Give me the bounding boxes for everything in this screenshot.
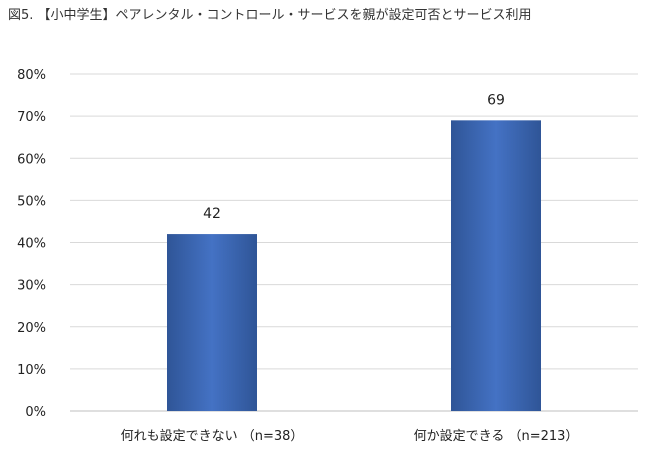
- gridlines: [70, 73, 638, 412]
- y-tick-label: 60%: [17, 152, 46, 167]
- y-tick-label: 20%: [17, 321, 46, 336]
- y-tick-label: 10%: [17, 363, 46, 378]
- x-tick-label: 何か設定できる （n=213）: [414, 428, 579, 444]
- y-tick-label: 70%: [17, 110, 46, 125]
- y-tick-label: 0%: [25, 405, 46, 420]
- chart-title: 図5. 【小中学生】ペアレンタル・コントロール・サービスを親が設定可否とサービス…: [8, 8, 532, 23]
- x-axis-tick-labels: 何れも設定できない （n=38） 何か設定できる （n=213）: [121, 428, 579, 444]
- data-labels: 42 69: [203, 92, 505, 222]
- bars: [167, 120, 541, 412]
- y-tick-label: 40%: [17, 237, 46, 252]
- data-label: 69: [487, 92, 505, 108]
- bar: [167, 234, 257, 411]
- y-axis-tick-labels: 0% 10% 20% 30% 40% 50% 60% 70% 80%: [17, 68, 46, 420]
- y-tick-label: 30%: [17, 279, 46, 294]
- bar: [451, 120, 541, 412]
- y-tick-label: 80%: [17, 68, 46, 83]
- data-label: 42: [203, 206, 221, 222]
- x-tick-label: 何れも設定できない （n=38）: [121, 428, 304, 444]
- y-tick-label: 50%: [17, 194, 46, 209]
